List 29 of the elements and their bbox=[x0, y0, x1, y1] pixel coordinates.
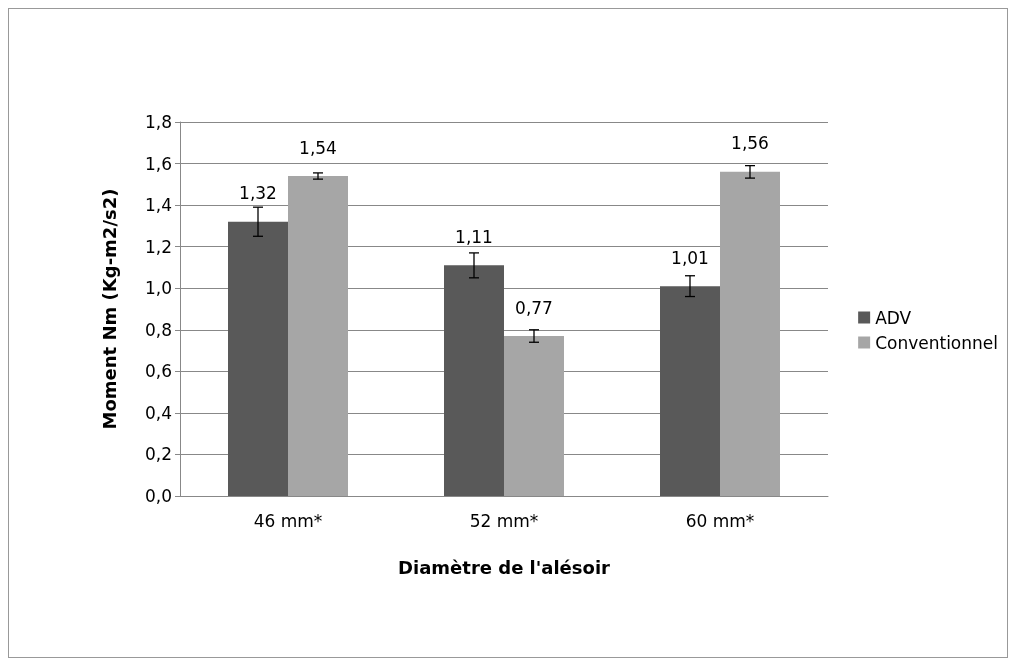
data-label: 1,56 bbox=[731, 133, 769, 154]
y-tick-label: 1,6 bbox=[144, 153, 172, 174]
bar bbox=[228, 221, 288, 496]
y-axis-title: Moment Nm (Kg-m2/s2) bbox=[98, 188, 120, 430]
y-tick-label: 1,8 bbox=[144, 112, 172, 132]
y-tick-label: 1,2 bbox=[144, 236, 172, 257]
x-axis-title: Diamètre de l'alésoir bbox=[398, 556, 611, 578]
data-label: 1,01 bbox=[671, 247, 709, 268]
y-tick-label: 0,6 bbox=[144, 361, 172, 382]
bar bbox=[660, 286, 720, 496]
bar bbox=[504, 336, 564, 496]
y-tick-label: 0,0 bbox=[144, 486, 172, 506]
y-tick-label: 1,4 bbox=[144, 195, 172, 216]
bar bbox=[288, 176, 348, 496]
x-tick-label: 60 mm* bbox=[685, 510, 755, 531]
y-tick-label: 0,2 bbox=[144, 444, 172, 465]
bar bbox=[720, 171, 780, 496]
bar bbox=[444, 265, 504, 496]
y-tick-label: 0,8 bbox=[144, 319, 172, 340]
y-tick-label: 0,4 bbox=[144, 402, 172, 423]
x-tick-label: 52 mm* bbox=[469, 510, 539, 531]
y-tick-label: 1,0 bbox=[144, 278, 172, 299]
data-label: 1,11 bbox=[455, 226, 493, 247]
data-label: 1,54 bbox=[299, 137, 337, 158]
data-label: 0,77 bbox=[515, 297, 553, 318]
legend-label: ADV bbox=[875, 307, 912, 328]
x-tick-label: 46 mm* bbox=[253, 510, 323, 531]
data-label: 1,32 bbox=[239, 183, 277, 204]
legend-label: Conventionnel bbox=[875, 332, 999, 353]
